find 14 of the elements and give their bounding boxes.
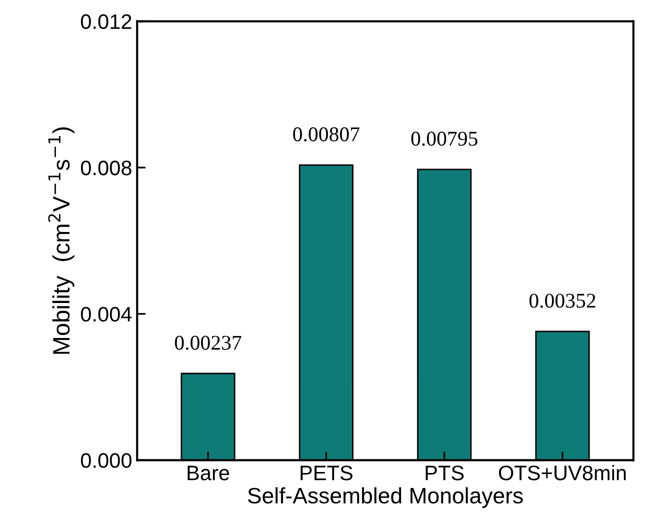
data-label: 0.00352: [529, 294, 596, 308]
y-axis-title: Mobility (cm$^{2}$V$^{−1}$s$^{−1}$): [48, 127, 74, 354]
data-label: 0.00807: [293, 127, 360, 142]
data-label: 0.00795: [411, 132, 478, 146]
x-tick-label: PETS: [300, 466, 352, 480]
x-tick-label: OTS+UV8min: [498, 465, 626, 480]
y-tick-label: 0.000: [80, 453, 132, 468]
x-tick-label: PTS: [426, 466, 464, 480]
y-tick-label: 0.012: [80, 14, 132, 30]
y-tick-label: 0.004: [80, 306, 132, 322]
y-tick-label: 0.008: [80, 160, 132, 176]
x-axis-title: Self-Assembled Monolayers: [248, 487, 523, 508]
x-tick-label: Bare: [188, 466, 230, 480]
data-label: 0.00237: [174, 336, 242, 350]
